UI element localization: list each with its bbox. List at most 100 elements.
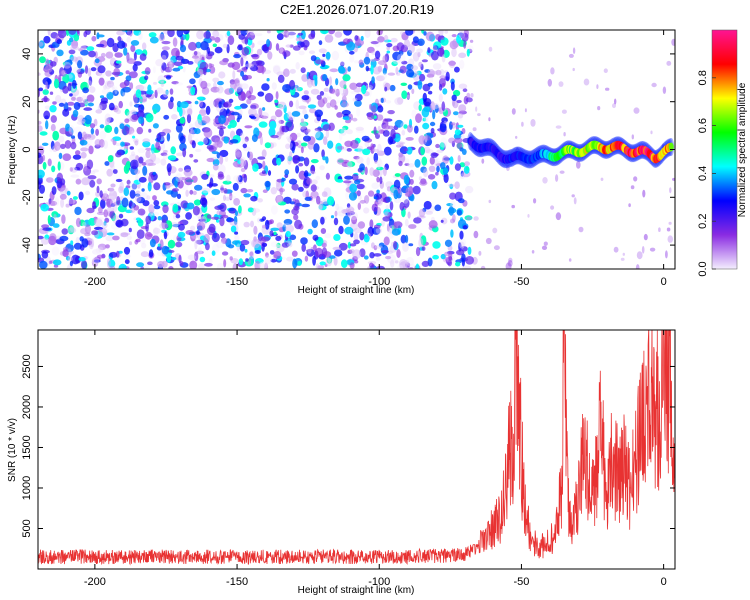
spectrogram-noise-cell <box>125 161 131 169</box>
spectrogram-noise-cell <box>68 49 76 55</box>
spectrogram-noise-cell <box>146 195 151 200</box>
spectrogram-noise-cell <box>156 261 164 268</box>
spectrogram-noise-cell <box>270 134 279 139</box>
spectrogram-noise-cell <box>170 146 176 155</box>
spectrogram-noise-cell <box>463 41 467 49</box>
spectrogram-noise-cell <box>239 156 247 167</box>
spectrogram-noise-cell <box>295 165 300 174</box>
spectrogram-noise-cell <box>56 39 62 45</box>
spectrogram-noise-cell <box>387 72 396 76</box>
spectrogram-noise-cell <box>384 39 392 43</box>
spectrogram-noise-cell <box>176 152 185 157</box>
spectrogram-noise-cell <box>219 149 229 158</box>
spectrogram-noise-cell <box>511 204 515 209</box>
spectrogram-noise-cell <box>283 218 293 226</box>
spectrogram-noise-cell <box>96 34 105 38</box>
spectrogram-noise-cell <box>382 216 391 222</box>
spectrogram-noise-cell <box>69 37 74 43</box>
spectrogram-noise-cell <box>175 214 181 219</box>
spectrogram-noise-cell <box>161 40 171 45</box>
spectrogram-noise-cell <box>77 131 83 140</box>
spectrogram-noise-cell <box>423 31 427 36</box>
spectrogram-noise-cell <box>346 161 353 169</box>
spectrogram-noise-cell <box>67 256 74 262</box>
spectrogram-noise-cell <box>241 47 250 56</box>
spectrogram-noise-cell <box>211 188 221 196</box>
spectrogram-noise-cell <box>219 202 227 212</box>
spectrogram-noise-cell <box>175 55 184 61</box>
spectrogram-noise-cell <box>307 104 317 109</box>
spectrogram-noise-cell <box>277 201 287 206</box>
spectrogram-noise-cell <box>201 173 209 180</box>
spectrogram-noise-cell <box>49 91 54 95</box>
spectrogram-noise-cell <box>370 65 374 75</box>
spectrogram-noise-cell <box>367 113 375 120</box>
spectrogram-noise-cell <box>354 179 361 185</box>
spectrogram-noise-cell <box>416 48 423 54</box>
spectrogram-noise-cell <box>456 34 462 44</box>
spectrogram-noise-cell <box>187 61 194 65</box>
spectrogram-noise-cell <box>193 71 201 79</box>
spectrogram-noise-cell <box>264 180 271 188</box>
spectrogram-noise-cell <box>71 39 79 49</box>
spectrogram-noise-cell <box>411 88 415 95</box>
spectrogram-noise-cell <box>282 224 287 232</box>
spectrogram-noise-cell <box>335 203 340 211</box>
spectrogram-noise-cell <box>351 215 358 225</box>
spectrogram-noise-cell <box>106 258 111 269</box>
spectrogram-noise-cell <box>572 47 576 54</box>
snr-y-axis: 500 1000 1500 2000 2500 <box>21 354 675 538</box>
spectrogram-noise-cell <box>376 166 384 171</box>
spectrogram-noise-cell <box>310 191 319 199</box>
snr-plot-area <box>38 330 675 569</box>
spectrogram-noise-cell <box>281 177 286 182</box>
spectrogram-noise-cell <box>107 83 115 89</box>
spectrogram-noise-cell <box>448 137 456 144</box>
spectrogram-noise-cell <box>306 249 312 253</box>
spectrogram-noise-cell <box>232 161 239 167</box>
spectrogram-noise-cell <box>47 158 52 167</box>
spectrogram-noise-cell <box>323 87 329 93</box>
spectrogram-noise-cell <box>373 253 382 257</box>
spectrogram-noise-cell <box>631 134 634 140</box>
spectrogram-noise-cell <box>51 186 57 195</box>
spectrogram-noise-cell <box>620 257 625 261</box>
spectrogram-noise-cell <box>407 124 413 133</box>
spectrogram-noise-cell <box>200 41 209 51</box>
spectrogram-noise-cell <box>492 227 498 234</box>
spectrogram-noise-cell <box>190 86 196 96</box>
spectrogram-noise-cell <box>405 137 414 141</box>
spectrogram-noise-cell <box>96 185 100 194</box>
spectrogram-noise-cell <box>138 176 147 183</box>
spectrogram-noise-cell <box>98 228 103 233</box>
spectrogram-noise-cell <box>541 245 548 250</box>
spectrogram-noise-cell <box>311 219 318 229</box>
spectrogram-noise-cell <box>44 105 51 110</box>
spectrogram-noise-cell <box>99 101 107 111</box>
spectrogram-noise-cell <box>568 258 572 262</box>
spectrogram-noise-cell <box>198 218 206 222</box>
spectrogram-noise-cell <box>311 166 315 175</box>
spectrogram-noise-cell <box>45 58 50 67</box>
spectrogram-noise-cell <box>44 65 53 73</box>
spectrogram-noise-cell <box>167 249 175 253</box>
spectrogram-noise-cell <box>440 253 446 260</box>
spectrogram-noise-cell <box>160 94 168 100</box>
spectrogram-noise-cell <box>269 219 274 225</box>
spectrogram-noise-cell <box>408 43 415 54</box>
spectrogram-noise-cell <box>198 263 205 269</box>
spectrogram-noise-cell <box>373 224 381 229</box>
spectrogram-noise-cell <box>137 219 144 227</box>
spectrogram-noise-cell <box>197 216 205 220</box>
spectrogram-noise-cell <box>52 130 60 141</box>
spectrogram-noise-cell <box>194 251 199 262</box>
spectrogram-noise-cell <box>245 90 252 99</box>
spectrogram-noise-cell <box>129 200 133 207</box>
spectrogram-noise-cell <box>116 196 121 205</box>
spectrogram-noise-cell <box>327 196 335 206</box>
spectrogram-noise-cell <box>126 179 131 185</box>
spectrogram-noise-cell <box>333 256 338 266</box>
spectrogram-noise-cell <box>427 90 433 95</box>
spectrogram-noise-cell <box>192 205 200 216</box>
